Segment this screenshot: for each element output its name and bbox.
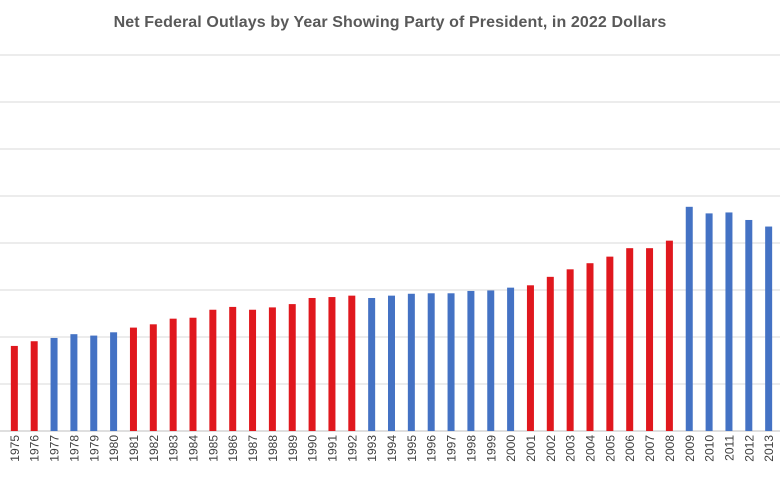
bar-1980 (110, 332, 118, 431)
bar-2011 (725, 212, 733, 431)
x-tick-label-1986: 1986 (226, 435, 240, 462)
bar-1981 (129, 327, 137, 431)
bar-2002 (546, 276, 554, 431)
x-tick-label-1994: 1994 (385, 435, 399, 462)
x-tick-label-2001: 2001 (524, 435, 538, 462)
x-tick-label-1981: 1981 (127, 435, 141, 462)
bar-2003 (566, 269, 574, 431)
bar-2008 (665, 240, 673, 431)
bar-1985 (209, 309, 217, 431)
bar-2001 (526, 285, 534, 431)
bar-1977 (50, 337, 58, 431)
bar-1984 (189, 317, 197, 431)
x-tick-label-1990: 1990 (306, 435, 320, 462)
bar-1983 (169, 318, 177, 431)
x-tick-label-1978: 1978 (67, 435, 81, 462)
x-tick-label-2004: 2004 (584, 435, 598, 462)
x-tick-label-2000: 2000 (504, 435, 518, 462)
bar-1978 (70, 334, 78, 431)
bar-1995 (407, 293, 415, 431)
x-tick-label-1998: 1998 (464, 435, 478, 462)
x-tick-label-1975: 1975 (8, 435, 22, 462)
x-tick-label-1984: 1984 (187, 435, 201, 462)
x-tick-label-2006: 2006 (623, 435, 637, 462)
x-tick-label-1996: 1996 (425, 435, 439, 462)
chart-title: Net Federal Outlays by Year Showing Part… (113, 14, 667, 31)
x-tick-label-2008: 2008 (663, 435, 677, 462)
x-tick-label-2013: 2013 (762, 435, 776, 462)
bar-1979 (90, 335, 98, 431)
x-tick-label-1989: 1989 (286, 435, 300, 462)
bar-2004 (586, 263, 594, 431)
x-tick-label-1976: 1976 (28, 435, 42, 462)
bar-2009 (685, 206, 693, 431)
x-tick-label-1991: 1991 (325, 435, 339, 462)
bar-1999 (487, 290, 495, 431)
bar-1989 (288, 304, 296, 431)
x-tick-label-1977: 1977 (48, 435, 62, 462)
x-tick-label-1980: 1980 (107, 435, 121, 462)
bar-2006 (626, 248, 634, 431)
x-tick-label-2011: 2011 (722, 435, 736, 461)
bar-2007 (646, 248, 654, 431)
x-tick-label-1988: 1988 (266, 435, 280, 462)
bar-1997 (447, 293, 455, 431)
bar-1993 (368, 297, 376, 431)
bar-1988 (268, 307, 276, 431)
bar-1990 (308, 297, 316, 431)
bar-1992 (348, 295, 356, 431)
x-tick-label-2007: 2007 (643, 435, 657, 462)
bar-2012 (745, 219, 753, 431)
x-tick-label-1985: 1985 (206, 435, 220, 462)
bar-1976 (30, 341, 38, 431)
x-tick-label-1983: 1983 (167, 435, 181, 462)
x-tick-label-2002: 2002 (544, 435, 558, 462)
bar-2000 (507, 287, 515, 431)
x-tick-label-2003: 2003 (564, 435, 578, 462)
bar-1986 (229, 306, 237, 431)
x-tick-label-2010: 2010 (703, 435, 717, 462)
bar-1998 (467, 290, 475, 431)
x-tick-label-1974: 1974 (0, 435, 2, 462)
x-tick-label-2009: 2009 (683, 435, 697, 462)
bar-1982 (149, 324, 157, 431)
x-tick-label-1999: 1999 (484, 435, 498, 462)
bar-2010 (705, 213, 713, 431)
bar-2013 (765, 226, 773, 431)
bar-2005 (606, 256, 614, 431)
x-tick-label-1997: 1997 (445, 435, 459, 462)
x-tick-label-1979: 1979 (87, 435, 101, 462)
x-tick-label-1982: 1982 (147, 435, 161, 462)
bar-1994 (388, 295, 395, 431)
x-tick-label-1993: 1993 (365, 435, 379, 462)
bar-1996 (427, 293, 435, 431)
x-tick-label-1992: 1992 (345, 435, 359, 462)
bar-1975 (10, 345, 18, 431)
x-tick-label-2005: 2005 (603, 435, 617, 462)
x-tick-label-1995: 1995 (405, 435, 419, 462)
bar-1991 (328, 297, 336, 431)
x-tick-label-1987: 1987 (246, 435, 260, 462)
bars (10, 206, 773, 431)
x-tick-labels: 1974 1975 1976 1977 1978 1979 1980 1981 1982 1983… (0, 435, 776, 462)
x-tick-label-2012: 2012 (742, 435, 756, 462)
bar-1987 (249, 309, 257, 431)
